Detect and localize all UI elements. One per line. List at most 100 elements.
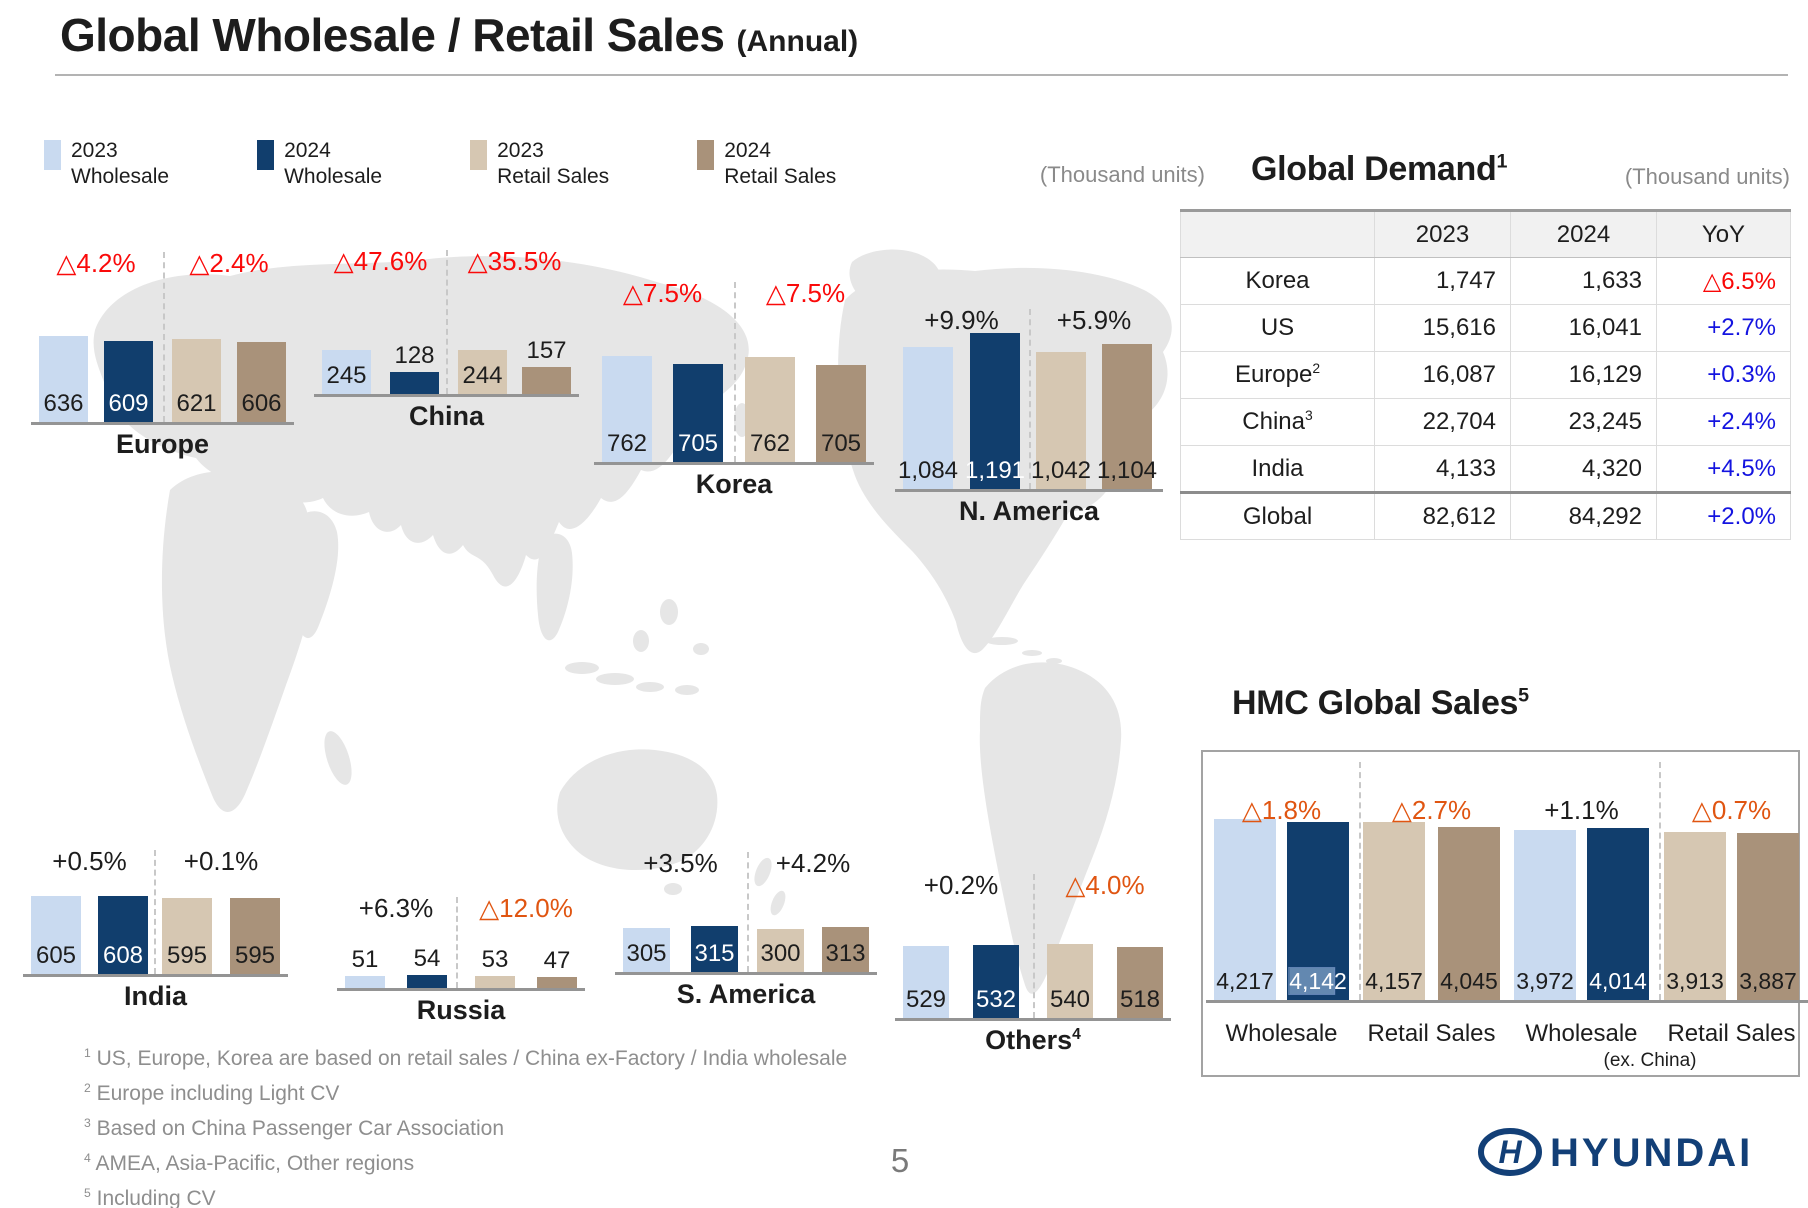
table-row-europe: Europe2 16,087 16,129 +0.3% xyxy=(1180,351,1791,399)
region-label: N. America xyxy=(958,496,1100,526)
footnote-sup: 4 xyxy=(84,1151,91,1165)
chart-russia: 51 54 53 47 +6.3% △12.0% Russia xyxy=(337,893,585,1052)
delta-annotation: △7.5% xyxy=(622,278,703,308)
page-title-main: Global Wholesale / Retail Sales xyxy=(60,9,725,61)
row-label: Europe2 xyxy=(1180,351,1375,399)
bar-2023-retail-sales xyxy=(1047,944,1093,1018)
cell-2023: 82,612 xyxy=(1374,491,1511,540)
chart-baseline xyxy=(594,462,874,465)
region-label: Russia xyxy=(416,995,506,1025)
cell-2023: 22,704 xyxy=(1374,398,1511,446)
legend-swatch-icon xyxy=(470,140,488,170)
chart-baseline xyxy=(31,422,294,425)
bar-2024-wholesale xyxy=(970,333,1020,489)
legend-label: 2024 Wholesale xyxy=(284,138,382,190)
pair-separator xyxy=(163,252,165,422)
bar-value: 244 xyxy=(462,362,503,389)
bar-2024-wholesale-ex-china- xyxy=(1587,828,1649,1000)
chart-baseline xyxy=(895,489,1163,492)
bar-value: 157 xyxy=(526,337,567,364)
chart-s-america: 305 315 300 313 +3.5% +4.2% S. America xyxy=(615,848,877,1036)
chart-india: 605 608 595 595 +0.5% +0.1% India xyxy=(23,846,288,1038)
map-se-asia xyxy=(536,533,573,641)
bar-2023-wholesale xyxy=(903,946,949,1018)
cell-2024: 16,129 xyxy=(1510,351,1657,399)
legend-swatch-icon xyxy=(257,140,275,170)
page-title: Global Wholesale / Retail Sales (Annual) xyxy=(60,8,858,62)
delta-annotation: +4.2% xyxy=(775,848,851,878)
bar-value: 1,191 xyxy=(964,457,1026,484)
cell-2024: 4,320 xyxy=(1510,445,1657,493)
bar-2023-wholesale-ex-china- xyxy=(1514,830,1576,1000)
bar-2024-retail-sales xyxy=(816,365,866,462)
legend-series-name: Wholesale xyxy=(284,165,383,188)
bar-2023-wholesale xyxy=(31,896,81,974)
map-cuba xyxy=(986,637,1018,645)
bar-2023-retail-sales xyxy=(172,339,221,422)
bar-value: 3,913 xyxy=(1666,968,1724,994)
units-note-left: (Thousand units) xyxy=(1039,162,1205,187)
bar-2023-retail-sales xyxy=(1036,352,1086,489)
bar-2023-retail-sales xyxy=(162,898,212,974)
bar-2023-wholesale xyxy=(1214,819,1276,1000)
bar-value: 51 xyxy=(351,946,379,973)
delta-annotation: △0.7% xyxy=(1691,795,1772,825)
pair-separator xyxy=(1033,874,1035,1018)
map-eurasia xyxy=(93,256,749,587)
legend-item-2023-retail-sales: 2023 Retail Sales xyxy=(470,138,609,190)
legend-series-name: Retail Sales xyxy=(724,165,837,188)
bar-value: 53 xyxy=(481,946,509,973)
chart-others: 529 532 540 518 +0.2% △4.0% Others4 xyxy=(895,870,1171,1082)
bar-value: 762 xyxy=(749,430,791,457)
map-new-zealand xyxy=(754,857,772,887)
bar-2023-wholesale xyxy=(903,347,953,489)
pair-separator xyxy=(154,850,156,974)
legend-year: 2024 xyxy=(724,139,771,162)
map-island xyxy=(675,685,699,695)
table-header-row: 2023 2024 YoY xyxy=(1180,209,1791,258)
legend-year: 2023 xyxy=(497,139,544,162)
hmc-title-sup: 5 xyxy=(1518,684,1529,707)
chart-baseline xyxy=(895,1018,1171,1021)
global-demand-table: 2023 2024 YoY Korea 1,747 1,633 △6.5% US 15,616 1… xyxy=(1180,209,1791,540)
footnote-sup: 3 xyxy=(84,1116,91,1130)
delta-annotation: △4.2% xyxy=(56,248,136,278)
page-number: 5 xyxy=(890,1142,910,1179)
units-note-right: (Thousand units) xyxy=(1624,164,1790,189)
delta-annotation: +0.1% xyxy=(183,846,259,876)
delta-annotation: △12.0% xyxy=(479,893,573,923)
cell-yoy: +2.0% xyxy=(1656,491,1791,540)
bar-2023-wholesale xyxy=(602,356,652,462)
legend-swatch-icon xyxy=(44,140,61,170)
delta-annotation: +1.1% xyxy=(1544,795,1619,825)
bar-value: 305 xyxy=(626,940,667,967)
hyundai-logo-h-icon: H xyxy=(1498,1134,1522,1170)
page-title-suffix: (Annual) xyxy=(736,25,859,58)
map-tasmania xyxy=(664,883,682,895)
chart-korea: 762 705 762 705 △7.5% △7.5% Korea xyxy=(594,278,874,526)
cell-2024: 16,041 xyxy=(1510,304,1657,352)
cell-yoy: △6.5% xyxy=(1656,257,1791,305)
delta-annotation: △7.5% xyxy=(765,278,846,308)
bar-value: 4,014 xyxy=(1589,968,1647,994)
bar-2023-wholesale xyxy=(322,350,371,394)
delta-annotation: △2.4% xyxy=(189,248,269,278)
bar-2023-retail-sales xyxy=(458,350,507,394)
bar-value: 529 xyxy=(905,986,947,1013)
group-label: Retail Sales xyxy=(1667,1020,1796,1047)
bar-2024-retail-sales xyxy=(237,342,286,422)
row-label: China3 xyxy=(1180,398,1375,446)
map-madagascar xyxy=(324,731,352,785)
map-island xyxy=(660,599,678,625)
bar-2024-wholesale xyxy=(973,945,1019,1018)
bar-2023-wholesale xyxy=(623,928,670,972)
bar-value: 605 xyxy=(35,942,77,969)
map-island xyxy=(633,630,649,652)
chart-baseline xyxy=(615,972,877,975)
row-label: India xyxy=(1180,445,1375,493)
table-row-india: India 4,133 4,320 +4.5% xyxy=(1180,445,1791,493)
bar-value: 705 xyxy=(820,430,862,457)
legend-label: 2023 Retail Sales xyxy=(497,138,609,190)
row-label-sup: 3 xyxy=(1304,407,1313,423)
bar-2023-retail-sales xyxy=(757,929,804,972)
